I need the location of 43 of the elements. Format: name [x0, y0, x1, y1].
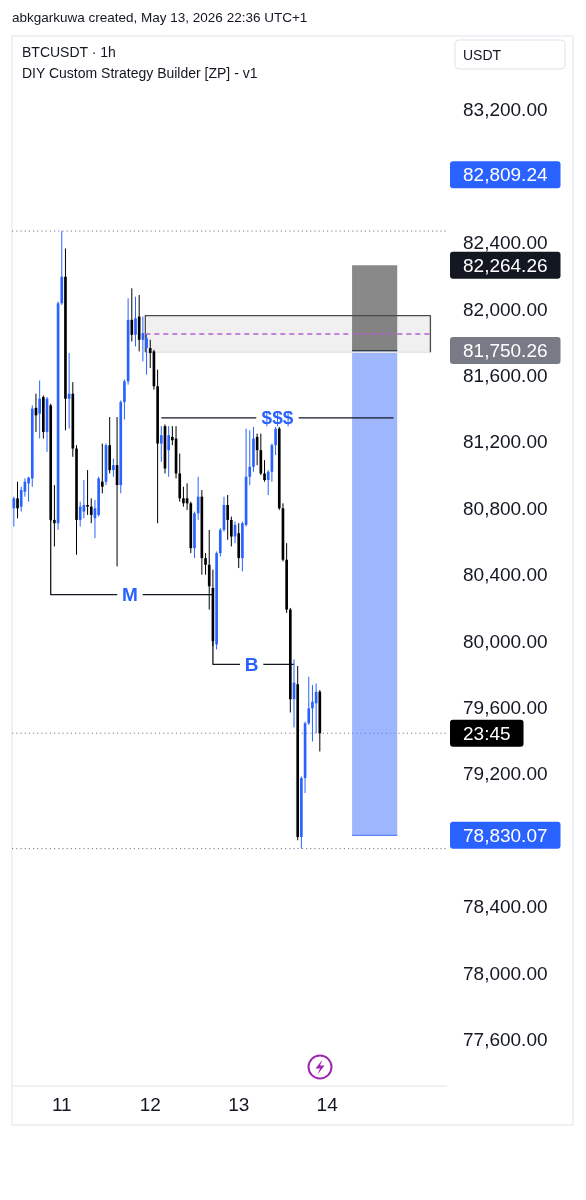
candlestick	[182, 486, 185, 508]
y-tick-label: 80,400.00	[463, 564, 548, 586]
y-tick-label: 82,000.00	[463, 298, 548, 320]
y-tick-label: 79,600.00	[463, 697, 548, 718]
y-tick-label: 82,264.26	[463, 254, 548, 276]
y-tick-label: 79,200.00	[463, 763, 548, 785]
y-tick-label: 78,830.07	[463, 824, 548, 846]
candlestick	[38, 379, 41, 440]
x-tick-label: 13	[228, 1093, 250, 1115]
x-tick-label: 12	[139, 1093, 161, 1115]
candlestick	[53, 484, 56, 547]
y-tick-label: 82,809.24	[463, 164, 548, 186]
candlestick	[100, 443, 104, 494]
x-tick-label: 14	[316, 1093, 339, 1115]
candlestick	[16, 481, 19, 519]
text: abkgarkuwa created, May 13, 2026 22:36 UTC+1	[12, 10, 308, 25]
y-tick-label: 80,000.00	[463, 630, 548, 652]
y-tick-label: 77,600.00	[463, 1029, 548, 1051]
text: 23:45	[463, 722, 511, 744]
text: DIY Custom Strategy Builder [ZP] - v1	[22, 65, 258, 81]
y-tick-label: 78,000.00	[463, 962, 548, 984]
x-tick-label: 11	[51, 1093, 72, 1115]
y-tick-label: 82,400.00	[463, 232, 548, 254]
y-axis-title: USDT	[463, 46, 502, 63]
candlestick	[226, 494, 229, 541]
candlestick	[167, 425, 170, 478]
y-tick-label: 81,600.00	[463, 364, 548, 386]
y-tick-label: 78,400.00	[463, 896, 548, 918]
candlestick	[130, 287, 134, 342]
candlestick	[112, 457, 115, 478]
candlestick	[27, 476, 30, 503]
candlestick	[230, 516, 233, 547]
text: BTCUSDT · 1h	[22, 44, 116, 60]
y-tick-label: 81,200.00	[463, 431, 548, 453]
y-tick-label: 80,800.00	[463, 497, 548, 519]
candlestick	[263, 459, 266, 483]
y-tick-label: 81,750.26	[463, 340, 548, 362]
candlestick	[311, 684, 314, 743]
candlestick	[159, 425, 163, 463]
candlestick	[89, 497, 93, 524]
y-tick-label: 83,200.00	[463, 99, 548, 121]
candlestick	[86, 469, 89, 516]
candlestick	[134, 296, 137, 347]
